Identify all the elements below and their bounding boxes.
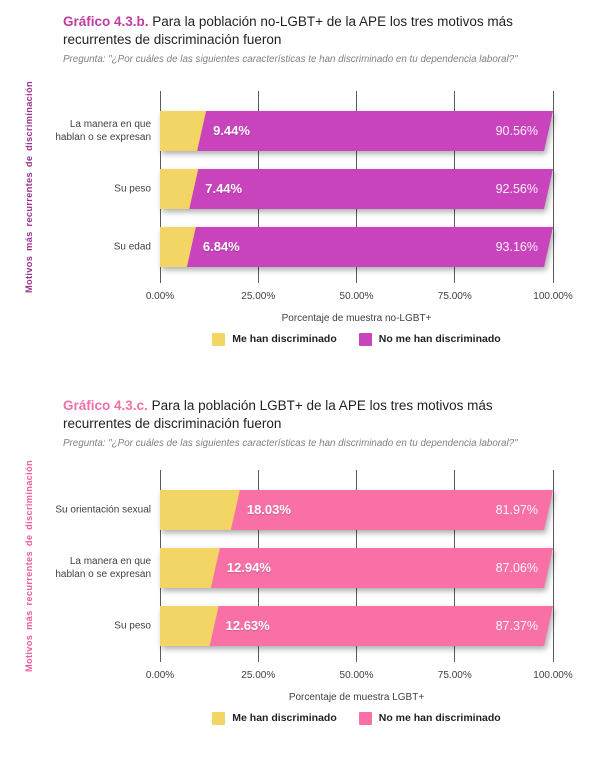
bar-row: 12.63% 87.37% bbox=[160, 606, 553, 646]
legend-label: Me han discriminado bbox=[232, 712, 337, 724]
legend-label: Me han discriminado bbox=[232, 333, 337, 345]
chart-title-text: Para la población LGBT+ de la APE los tr… bbox=[63, 398, 493, 431]
bar-segment-no-discriminado: 7.44% 92.56% bbox=[160, 169, 553, 209]
chart-title: Gráfico 4.3.c. Para la población LGBT+ d… bbox=[63, 397, 555, 432]
legend-item: Me han discriminado bbox=[212, 711, 337, 725]
plot-area: Su orientación sexual 18.03% 81.97% La mane… bbox=[55, 470, 554, 662]
legend-swatch bbox=[358, 332, 372, 346]
bar-segment-discriminado bbox=[160, 111, 206, 151]
chart-4-3-b: Gráfico 4.3.b. Para la población no-LGBT… bbox=[24, 13, 583, 347]
value-label-no-discriminado: 93.16% bbox=[495, 240, 538, 254]
legend-item: No me han discriminado bbox=[358, 711, 501, 725]
chart-subtitle: Pregunta: "¿Por cuáles de las siguientes… bbox=[63, 438, 518, 449]
chart-title-accent: Gráfico 4.3.b. bbox=[63, 14, 149, 29]
x-tick-label: 25.00% bbox=[241, 291, 276, 302]
x-tick-label: 50.00% bbox=[339, 670, 374, 681]
chart-title-accent: Gráfico 4.3.c. bbox=[63, 398, 148, 413]
category-label: La manera en que hablan o se expresan bbox=[55, 119, 151, 143]
value-label-no-discriminado: 90.56% bbox=[495, 124, 538, 138]
value-label-no-discriminado: 87.37% bbox=[495, 619, 538, 633]
legend: Me han discriminado No me han discriminad… bbox=[130, 710, 583, 726]
x-axis-title: Porcentaje de muestra LGBT+ bbox=[288, 692, 425, 703]
bar-row: 7.44% 92.56% bbox=[160, 169, 553, 209]
x-tick-label: 100.00% bbox=[533, 291, 573, 302]
bar-segment-no-discriminado: 9.44% 90.56% bbox=[160, 111, 553, 151]
x-tick-label: 75.00% bbox=[437, 670, 472, 681]
x-tick-label: 0.00% bbox=[145, 670, 175, 681]
value-label-no-discriminado: 92.56% bbox=[495, 182, 538, 196]
bar-segment-no-discriminado: 12.94% 87.06% bbox=[160, 548, 553, 588]
bar-segment-discriminado bbox=[160, 227, 196, 267]
bar-segment-discriminado bbox=[160, 606, 219, 646]
bar-row: 12.94% 87.06% bbox=[160, 548, 553, 588]
category-label: La manera en que hablan o se expresan bbox=[55, 556, 151, 580]
bar-segment-no-discriminado: 18.03% 81.97% bbox=[160, 490, 553, 530]
chart-title: Gráfico 4.3.b. Para la población no-LGBT… bbox=[63, 13, 555, 48]
x-tick-label: 25.00% bbox=[241, 670, 276, 681]
category-label: Su orientación sexual bbox=[55, 504, 151, 516]
x-tick-label: 75.00% bbox=[437, 291, 472, 302]
category-label: Su edad bbox=[113, 241, 151, 253]
value-label-discriminado: 6.84% bbox=[202, 239, 240, 254]
value-label-no-discriminado: 87.06% bbox=[495, 561, 538, 575]
y-axis-title: Motivos más recurrentes de discriminació… bbox=[24, 460, 34, 672]
chart-4-3-c: Gráfico 4.3.c. Para la población LGBT+ d… bbox=[0, 384, 616, 758]
x-tick-label: 100.00% bbox=[533, 670, 573, 681]
legend-label: No me han discriminado bbox=[378, 712, 501, 724]
chart-subtitle: Pregunta: "¿Por cuáles de las siguientes… bbox=[63, 54, 518, 65]
bar-segment-discriminado bbox=[160, 548, 220, 588]
legend: Me han discriminado No me han discriminad… bbox=[130, 331, 583, 347]
bar-row: 18.03% 81.97% bbox=[160, 490, 553, 530]
bar-segment-no-discriminado: 6.84% 93.16% bbox=[160, 227, 553, 267]
value-label-discriminado: 18.03% bbox=[246, 502, 291, 517]
bar-segment-discriminado bbox=[160, 490, 240, 530]
chart-title-text: Para la población no-LGBT+ de la APE los… bbox=[63, 14, 513, 47]
legend-label: No me han discriminado bbox=[378, 333, 501, 345]
y-axis-title: Motivos más recurrentes de discriminació… bbox=[24, 81, 34, 293]
value-label-discriminado: 9.44% bbox=[213, 123, 250, 138]
value-label-no-discriminado: 81.97% bbox=[495, 503, 538, 517]
value-label-discriminado: 7.44% bbox=[205, 181, 243, 196]
bar-segment-no-discriminado: 12.63% 87.37% bbox=[160, 606, 553, 646]
x-tick-label: 50.00% bbox=[339, 291, 374, 302]
legend-swatch bbox=[212, 711, 226, 725]
category-label: Su peso bbox=[114, 620, 151, 632]
legend-item: Me han discriminado bbox=[212, 332, 337, 346]
x-tick-label: 0.00% bbox=[145, 291, 175, 302]
gridline bbox=[552, 470, 554, 662]
bar-row: 9.44% 90.56% bbox=[160, 111, 553, 151]
value-label-discriminado: 12.63% bbox=[225, 618, 270, 633]
x-axis-title: Porcentaje de muestra no-LGBT+ bbox=[281, 313, 432, 324]
value-label-discriminado: 12.94% bbox=[226, 560, 271, 575]
category-label: Su peso bbox=[114, 183, 151, 195]
legend-item: No me han discriminado bbox=[358, 332, 501, 346]
x-axis-ticks: 0.00% 25.00% 50.00% 75.00% 100.00% bbox=[146, 670, 573, 683]
legend-swatch bbox=[212, 332, 226, 346]
bar-row: 6.84% 93.16% bbox=[160, 227, 553, 267]
gridline bbox=[552, 91, 554, 283]
bar-segment-discriminado bbox=[160, 169, 198, 209]
x-axis-ticks: 0.00% 25.00% 50.00% 75.00% 100.00% bbox=[146, 291, 573, 304]
plot-area: La manera en que hablan o se expresan 9.4… bbox=[55, 91, 554, 283]
legend-swatch bbox=[358, 711, 372, 725]
